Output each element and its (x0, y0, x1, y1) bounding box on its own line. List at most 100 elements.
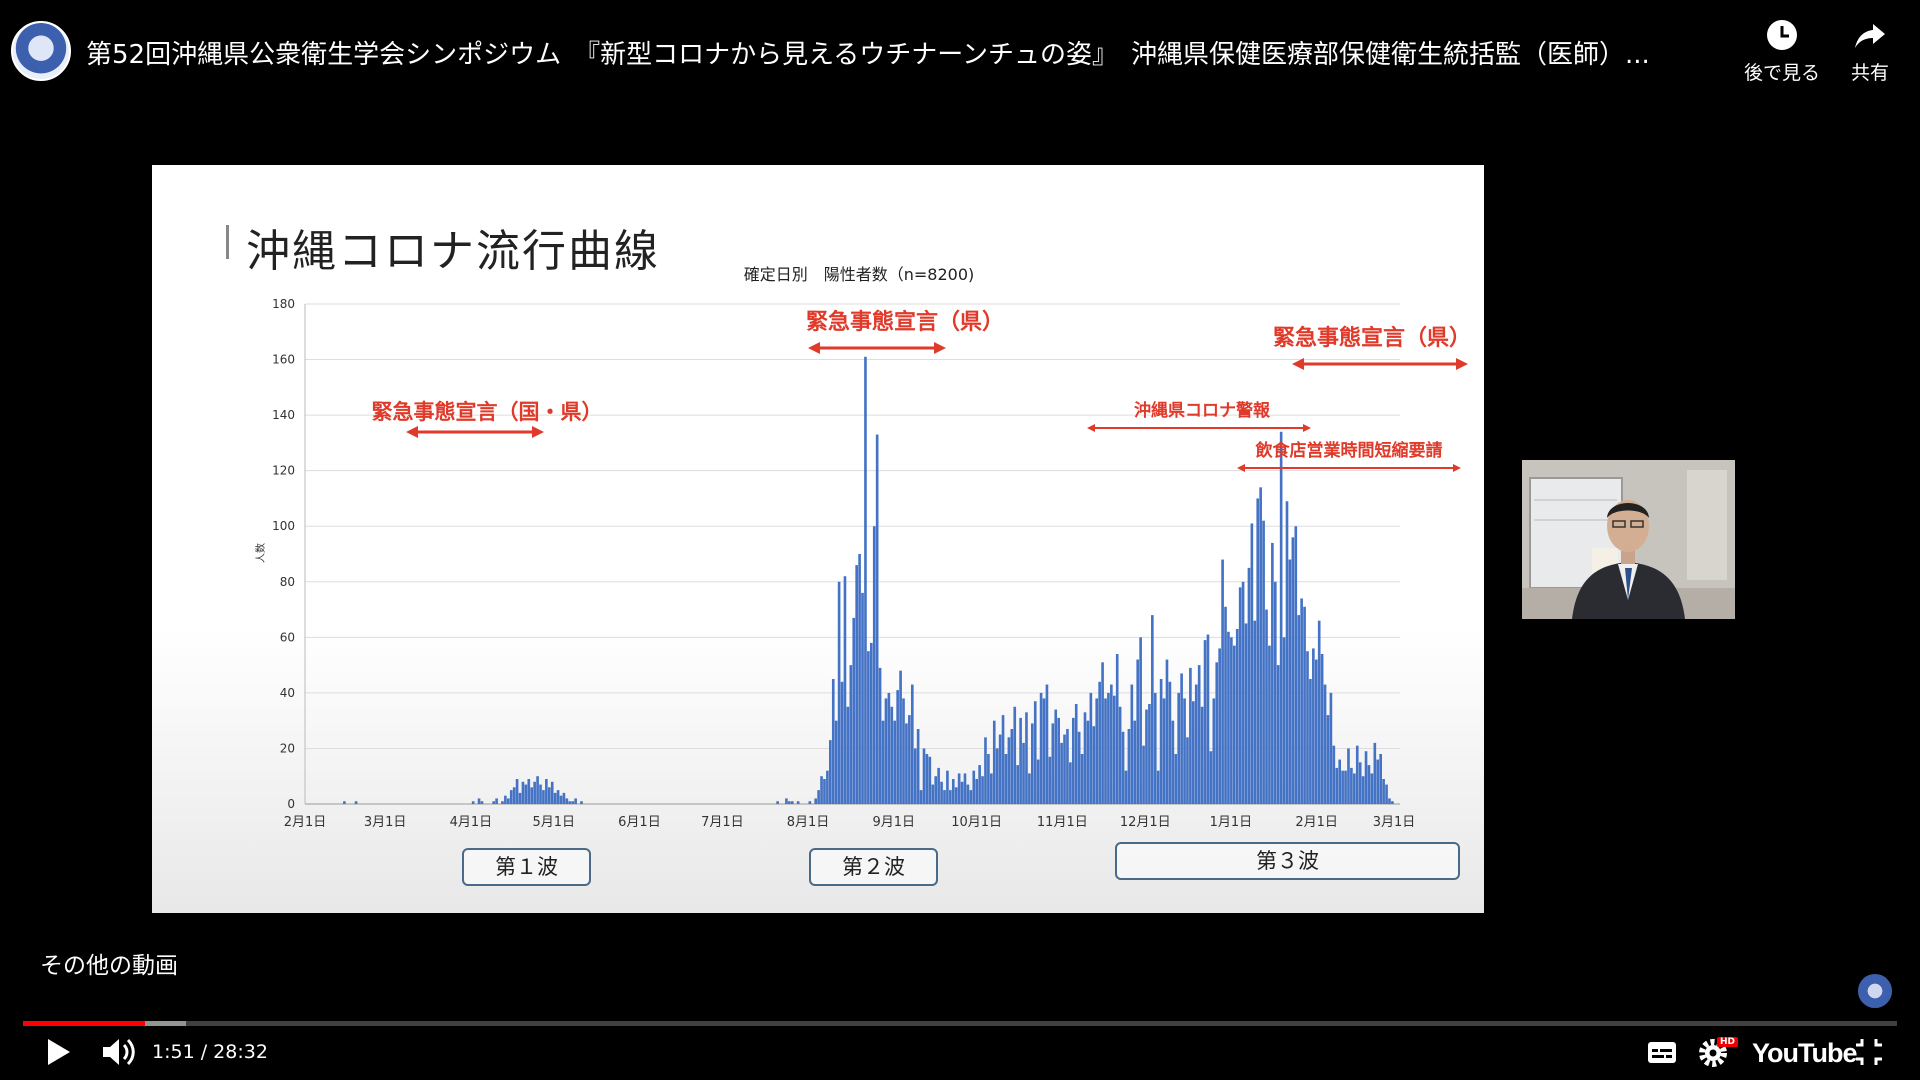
chart-bar (1162, 698, 1166, 804)
chart-bar (1071, 717, 1075, 804)
annotation-alert-text: 沖縄県コロナ警報 (1134, 400, 1271, 421)
chart-bar (559, 795, 563, 804)
chart-bar (1344, 770, 1347, 804)
chart-bar (1391, 801, 1394, 804)
chart-bar (539, 784, 542, 804)
top-bar: 第52回沖縄県公衆衛生学会シンポジウム 『新型コロナから見えるウチナーンチュの姿… (0, 0, 1920, 110)
wave-1-label: 第１波 (462, 848, 591, 886)
chart-bar (1347, 748, 1350, 804)
chart-bar (831, 679, 835, 804)
y-tick-label: 180 (272, 297, 295, 311)
chart-bar (580, 801, 583, 804)
x-tick-label: 1月1日 (1210, 815, 1253, 830)
chart-bar (1112, 695, 1116, 804)
watch-later-button[interactable]: 後で見る (1736, 18, 1828, 85)
chart-bar (975, 779, 979, 804)
chart-bar (896, 690, 899, 804)
chart-bar (1358, 762, 1362, 804)
chart-bar (785, 798, 788, 804)
chart-bar (1145, 709, 1148, 804)
progress-bar[interactable] (23, 1021, 1897, 1026)
chart-bar (1355, 745, 1359, 804)
chart-bar (1054, 709, 1058, 804)
chart-bar (1010, 729, 1014, 804)
chart-bar (536, 776, 539, 804)
speaker-image (1522, 460, 1735, 619)
chart-bar (1148, 704, 1151, 804)
chart-bar (1151, 615, 1154, 804)
annotation-emergency-2-text: 緊急事態宣言（県） (806, 309, 1004, 335)
chart-bar (1200, 706, 1204, 804)
chart-bar (864, 356, 867, 804)
chart-bar (545, 779, 548, 804)
chart-bar (1314, 659, 1318, 804)
chart-bar (934, 776, 938, 804)
chart-bar (1057, 717, 1060, 804)
chart-bar (1115, 654, 1119, 804)
channel-watermark[interactable] (1858, 974, 1892, 1008)
chart-bar (957, 773, 961, 804)
video-title[interactable]: 第52回沖縄県公衆衛生学会シンポジウム 『新型コロナから見えるウチナーンチュの姿… (86, 40, 1650, 70)
chart-bar (908, 715, 911, 804)
y-tick-label: 160 (272, 353, 295, 367)
chart-bar (826, 770, 829, 804)
chart-bar (1007, 737, 1011, 804)
youtube-logo[interactable]: YouTube (1752, 1038, 1857, 1068)
x-tick-label: 2月1日 (1295, 815, 1338, 830)
progress-played (23, 1021, 145, 1026)
chart-bar (1317, 620, 1321, 804)
y-tick-label: 80 (280, 575, 295, 589)
chart-bar (1121, 731, 1125, 804)
mute-button[interactable] (100, 1035, 138, 1069)
chart-bar (556, 790, 560, 804)
slide-title: 沖縄コロナ流行曲線 (246, 226, 660, 277)
chart-bar (1247, 567, 1251, 804)
chart-bar (890, 706, 894, 804)
channel-logo[interactable] (11, 21, 71, 81)
chart-bar (504, 795, 507, 804)
chart-bar (1382, 779, 1385, 804)
subtitles-button[interactable] (1645, 1035, 1679, 1069)
chart-bar (884, 698, 888, 804)
chart-bar (875, 434, 879, 804)
chart-bar (867, 651, 870, 804)
chart-bar (515, 779, 519, 804)
chart-bar (501, 801, 504, 804)
chart-bar (1159, 679, 1163, 804)
chart-bar (1095, 698, 1099, 804)
settings-button[interactable]: HD (1698, 1035, 1744, 1069)
chart-bar (1312, 648, 1315, 804)
chart-bar (1101, 662, 1104, 804)
chart-bar (512, 787, 516, 804)
share-button[interactable]: 共有 (1840, 18, 1900, 85)
play-button[interactable] (44, 1035, 74, 1069)
wave-3-label: 第３波 (1115, 842, 1460, 880)
chart-bar (571, 801, 575, 804)
chart-bar (899, 670, 902, 804)
chart-bar (776, 801, 779, 804)
chart-bar (1022, 742, 1025, 804)
chart-bar (1268, 645, 1271, 804)
x-tick-label: 2月1日 (284, 815, 327, 830)
volume-icon (103, 1038, 135, 1066)
y-tick-label: 60 (280, 630, 295, 644)
chart-bar (858, 554, 861, 804)
more-videos-label[interactable]: その他の動画 (40, 953, 178, 979)
chart-bar (1238, 587, 1242, 804)
chart-bar (1306, 651, 1309, 804)
chart-bar (940, 781, 943, 804)
chart-bar (1028, 773, 1031, 804)
exit-fullscreen-button[interactable] (1852, 1035, 1886, 1069)
chart-bar (562, 792, 566, 804)
chart-bar (937, 767, 940, 804)
chart-bar (521, 781, 525, 804)
epidemic-curve-chart: 確定日別 陽性者数（n=8200) 人数 0 20 40 60 80 100 120 140 1… (254, 265, 1471, 830)
annotation-emergency-3-text: 緊急事態宣言（県） (1273, 325, 1471, 351)
chart-bar (1241, 581, 1245, 804)
share-arrow-icon (1855, 24, 1885, 48)
chart-bar (1098, 681, 1101, 804)
chart-bar (1276, 665, 1280, 804)
chart-bar (1063, 734, 1066, 804)
chart-bar (910, 684, 914, 804)
watch-later-label: 後で見る (1743, 62, 1820, 84)
